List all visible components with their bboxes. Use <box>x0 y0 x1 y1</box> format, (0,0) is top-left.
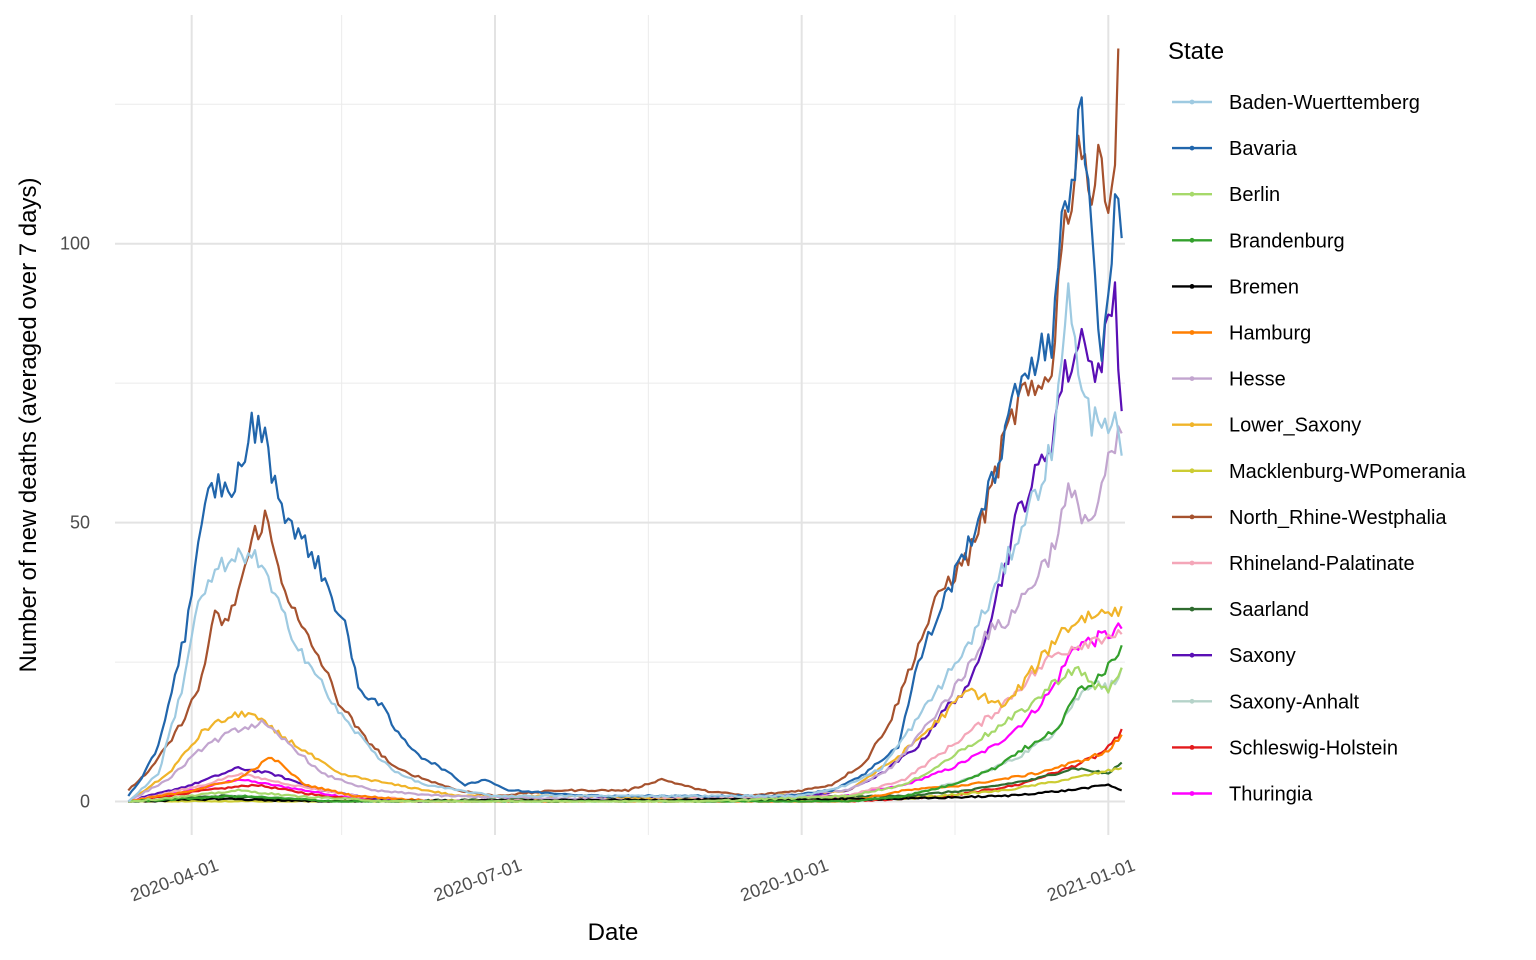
x-tick-label: 2020-10-01 <box>738 855 831 905</box>
legend-swatch-point <box>1189 99 1195 105</box>
legend-item: Lower_Saxony <box>1172 415 1361 437</box>
legend-item: Macklenburg-WPomerania <box>1172 461 1467 483</box>
legend-label: Hesse <box>1229 369 1286 391</box>
series-line-bavaria <box>127 96 1123 798</box>
legend-item: Thuringia <box>1172 784 1313 806</box>
legend-item: North_Rhine-Westphalia <box>1172 507 1447 529</box>
legend-item: Hesse <box>1172 369 1286 391</box>
legend-label: Macklenburg-WPomerania <box>1229 461 1467 483</box>
legend-swatch-point <box>1189 468 1195 474</box>
legend-label: Bremen <box>1229 276 1299 298</box>
legend-item: Saxony-Anhalt <box>1172 691 1360 713</box>
grid-minor <box>115 15 1125 835</box>
legend-label: Schleswig-Holstein <box>1229 737 1398 759</box>
legend-label: Baden-Wuerttemberg <box>1229 92 1420 114</box>
legend-item: Saarland <box>1172 599 1309 621</box>
x-tick-label: 2021-01-01 <box>1044 855 1137 905</box>
x-tick-label: 2020-07-01 <box>431 855 524 905</box>
legend-item: Hamburg <box>1172 323 1311 345</box>
series-line-baden-wuerttemberg <box>127 282 1123 803</box>
series-line-brandenburg <box>128 644 1123 803</box>
legend-swatch-point <box>1189 745 1195 750</box>
legend-swatch-point <box>1189 606 1195 612</box>
series-lines <box>127 48 1123 803</box>
legend-swatch-point <box>1189 237 1195 243</box>
legend-label: Thuringia <box>1229 784 1313 806</box>
legend-swatch-point <box>1189 330 1195 335</box>
legend-item: Berlin <box>1172 184 1280 206</box>
legend-label: Saarland <box>1229 599 1309 621</box>
y-axis-title: Number of new deaths (averaged over 7 da… <box>15 178 42 673</box>
legend-label: Rhineland-Palatinate <box>1229 553 1415 575</box>
legend: Baden-Wuerttemberg Bavaria Berlin Brandenbu… <box>1172 92 1467 806</box>
legend-item: Bavaria <box>1172 138 1298 160</box>
legend-swatch-point <box>1189 145 1195 151</box>
series-line-berlin <box>128 665 1123 803</box>
legend-item: Schleswig-Holstein <box>1172 737 1398 759</box>
legend-label: Bavaria <box>1229 138 1298 160</box>
legend-label: North_Rhine-Westphalia <box>1229 507 1447 529</box>
legend-swatch-point <box>1189 422 1195 428</box>
legend-label: Saxony <box>1229 645 1296 667</box>
legend-swatch-point <box>1189 191 1195 197</box>
legend-swatch-point <box>1189 652 1195 658</box>
legend-swatch-point <box>1189 514 1195 520</box>
legend-label: Berlin <box>1229 184 1280 206</box>
y-tick-label: 100 <box>60 234 90 254</box>
legend-title: State <box>1168 38 1224 65</box>
legend-swatch-point <box>1189 284 1195 289</box>
legend-item: Rhineland-Palatinate <box>1172 553 1415 575</box>
x-tick-label: 2020-04-01 <box>128 855 221 905</box>
x-tick-labels: 2020-04-01 2020-07-01 2020-10-01 2021-01-01 <box>128 855 1138 905</box>
legend-swatch-point <box>1189 698 1195 704</box>
legend-item: Baden-Wuerttemberg <box>1172 92 1420 114</box>
legend-item: Bremen <box>1172 276 1299 298</box>
legend-item: Brandenburg <box>1172 230 1345 252</box>
y-tick-labels: 0 50 100 <box>60 234 90 812</box>
y-tick-label: 0 <box>80 792 90 812</box>
legend-swatch-point <box>1189 791 1195 796</box>
legend-swatch-point <box>1189 560 1195 566</box>
series-line-bremen <box>128 783 1123 803</box>
legend-label: Hamburg <box>1229 323 1311 345</box>
legend-swatch-point <box>1189 376 1195 381</box>
legend-label: Saxony-Anhalt <box>1229 691 1360 713</box>
y-tick-label: 50 <box>70 513 90 533</box>
legend-item: Saxony <box>1172 645 1296 667</box>
legend-label: Brandenburg <box>1229 230 1345 252</box>
legend-label: Lower_Saxony <box>1229 415 1361 437</box>
grid-major <box>115 15 1125 835</box>
x-axis-title: Date <box>588 919 639 946</box>
